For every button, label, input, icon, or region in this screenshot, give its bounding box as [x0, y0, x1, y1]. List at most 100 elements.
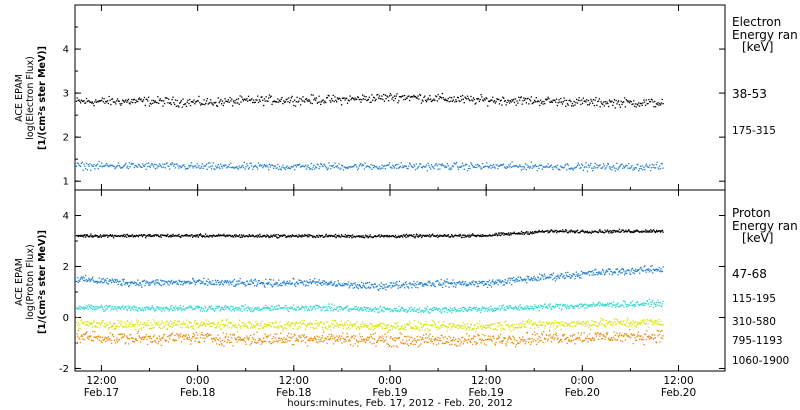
data-point [563, 167, 565, 169]
data-point [104, 165, 106, 167]
data-point [336, 97, 339, 99]
data-point [581, 163, 583, 165]
data-point [238, 307, 240, 309]
data-point [527, 277, 529, 280]
data-point [309, 323, 311, 326]
data-point [426, 284, 429, 287]
data-point [557, 325, 559, 327]
data-point [430, 164, 433, 166]
data-point [529, 321, 531, 323]
data-point [438, 163, 440, 165]
data-point [93, 163, 95, 166]
data-point [206, 310, 208, 312]
data-point [216, 105, 219, 107]
data-point [614, 270, 616, 273]
data-point [513, 231, 515, 233]
data-point [338, 97, 340, 99]
data-point [212, 283, 215, 286]
data-point [162, 163, 164, 165]
data-point [532, 279, 534, 282]
data-point [332, 283, 335, 285]
data-point [365, 325, 367, 327]
data-point [356, 235, 358, 237]
data-point [210, 235, 212, 237]
data-point [226, 101, 229, 103]
data-point [610, 271, 613, 273]
data-point [111, 235, 113, 237]
data-point [405, 236, 407, 239]
data-point [218, 102, 220, 104]
data-point [543, 306, 545, 308]
data-point [419, 311, 421, 313]
data-point [484, 283, 486, 286]
data-point [537, 324, 539, 327]
data-point [511, 99, 513, 101]
data-point [80, 99, 83, 101]
data-point [333, 305, 335, 307]
data-point [310, 326, 312, 328]
data-point [466, 170, 469, 172]
data-point [362, 164, 364, 166]
data-point [145, 168, 147, 170]
data-point [510, 306, 512, 309]
data-point [576, 98, 578, 101]
data-point [412, 327, 414, 329]
data-point [368, 286, 370, 288]
data-point [349, 284, 352, 286]
data-point [450, 328, 452, 330]
data-point [532, 102, 534, 104]
data-point [88, 305, 91, 308]
data-point [102, 319, 104, 322]
data-point [310, 283, 312, 285]
data-point [169, 235, 171, 237]
data-point [116, 310, 118, 312]
data-point [237, 280, 239, 282]
data-point [610, 230, 613, 232]
data-point [625, 272, 628, 274]
data-point [600, 167, 602, 169]
data-point [445, 235, 448, 237]
data-point [163, 283, 166, 285]
data-point [197, 307, 200, 309]
data-point [486, 307, 488, 309]
data-point [526, 164, 528, 166]
data-point [184, 309, 186, 311]
data-point [133, 283, 135, 285]
data-point [90, 164, 93, 166]
data-point [354, 282, 356, 284]
data-point [579, 303, 581, 305]
data-point [391, 235, 393, 237]
data-point [359, 327, 361, 329]
data-point [306, 306, 308, 308]
data-point [574, 230, 576, 232]
data-point [236, 166, 238, 168]
data-point [642, 270, 645, 272]
data-point [562, 276, 564, 278]
data-point [111, 307, 113, 309]
data-point [186, 168, 188, 170]
data-point [368, 308, 371, 310]
data-point [195, 236, 197, 238]
data-point [277, 285, 279, 287]
data-point [451, 165, 454, 167]
data-point [237, 98, 240, 100]
data-point [311, 307, 313, 309]
data-point [440, 234, 442, 237]
data-point [616, 103, 618, 105]
data-point [417, 236, 420, 238]
data-point [160, 309, 162, 311]
data-point [545, 98, 547, 100]
data-point [502, 96, 504, 98]
data-point [205, 102, 207, 104]
data-point [97, 236, 99, 238]
data-point [146, 98, 148, 100]
data-point [423, 311, 425, 314]
data-point [240, 308, 242, 310]
data-point [405, 329, 407, 331]
data-point [110, 326, 112, 329]
data-point [170, 236, 172, 238]
data-point [461, 162, 464, 164]
data-point [584, 230, 587, 233]
data-point [184, 234, 186, 237]
data-point [421, 285, 423, 287]
